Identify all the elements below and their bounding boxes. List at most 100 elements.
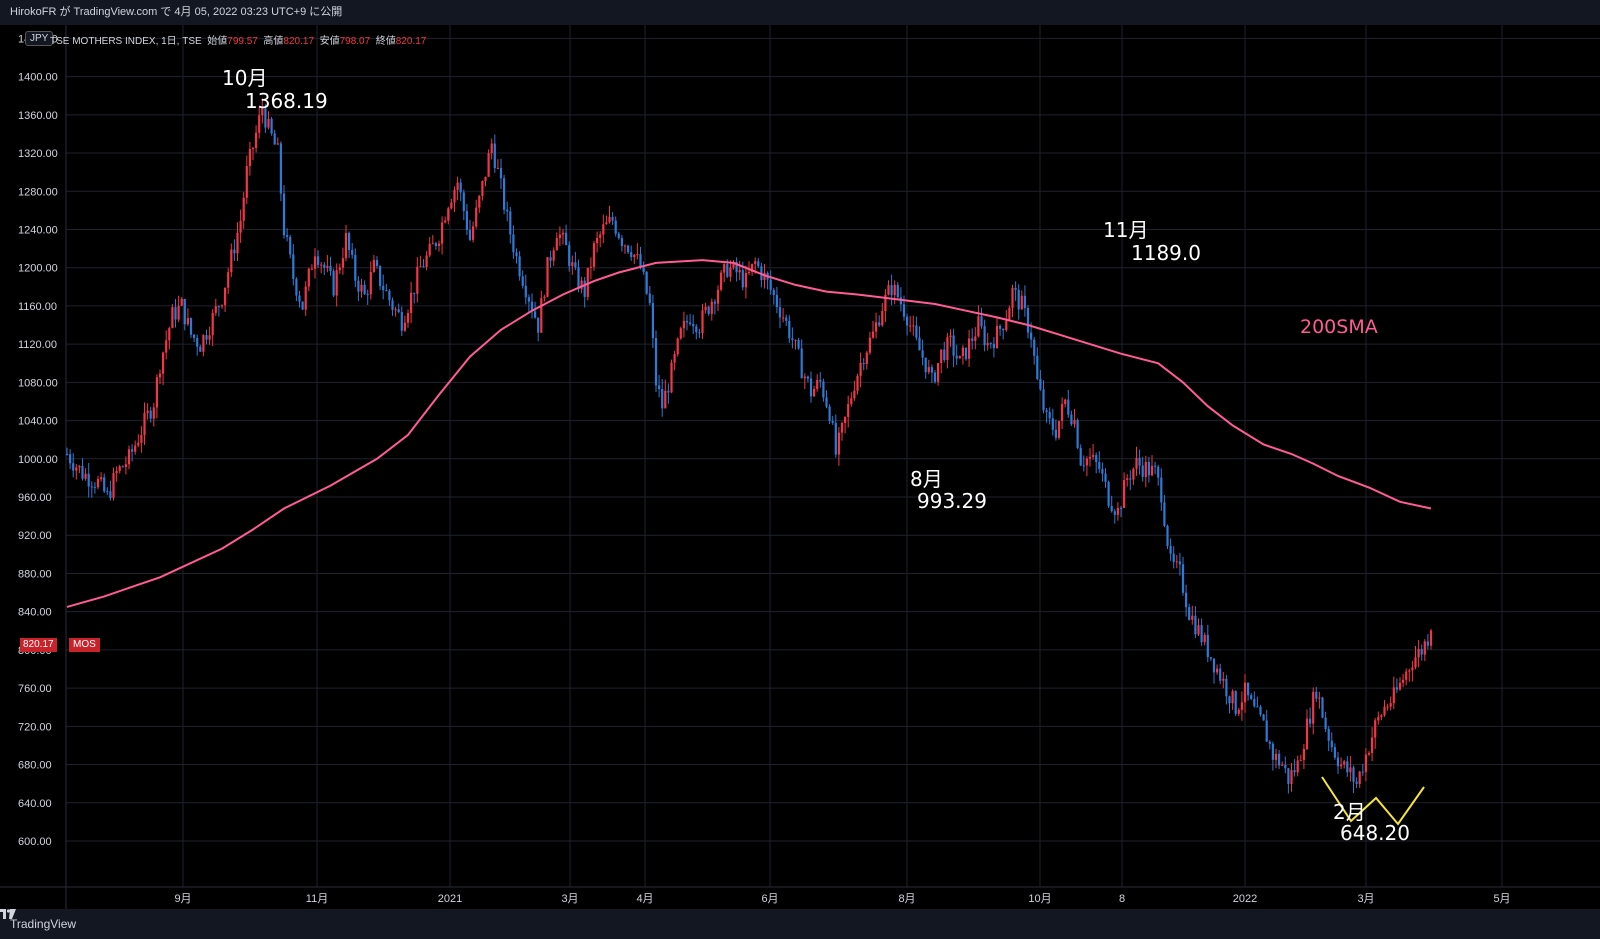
candle-body (444, 220, 447, 223)
candle-body (1181, 564, 1185, 593)
candle-body (137, 442, 140, 446)
candle-body (565, 232, 568, 246)
candle-body (239, 220, 242, 233)
candle-body (214, 306, 217, 313)
candle-body (837, 432, 840, 455)
candle-body (152, 407, 155, 419)
double-bottom-pattern (1321, 776, 1425, 826)
candle-body (667, 390, 670, 393)
candle-body (1429, 630, 1433, 646)
annotation-oct-month: 10月 (222, 66, 267, 90)
candle-body (276, 143, 279, 145)
candle-body (1163, 502, 1166, 526)
candle-body (406, 312, 410, 323)
candle-body (772, 289, 775, 295)
candle-body (918, 337, 921, 351)
candle-body (878, 322, 881, 326)
candle-body (828, 406, 831, 421)
candle-body (1380, 715, 1383, 717)
candle-body (999, 326, 1002, 329)
candle-body (751, 263, 754, 272)
candle-body (1150, 465, 1154, 476)
candle-body (1051, 418, 1054, 430)
candle-body (521, 276, 524, 286)
candle-body (118, 466, 121, 471)
candle-body (459, 182, 462, 193)
candle-body (1305, 718, 1309, 749)
candle-body (661, 389, 664, 409)
candle-body (317, 256, 320, 265)
candle-body (803, 376, 806, 379)
candle-body (974, 336, 977, 341)
candle-body (583, 280, 586, 297)
candle-body (379, 265, 382, 286)
candle-body (1225, 678, 1228, 697)
candle-body (844, 416, 847, 423)
candle-body (1222, 678, 1225, 681)
candle-body (425, 255, 428, 267)
candle-body (785, 317, 788, 321)
annotation-aug-month: 8月 (910, 467, 943, 491)
chart-area[interactable]: 600.00640.00680.00720.00760.00800.00840.… (0, 25, 1600, 909)
candle-body (465, 211, 468, 230)
candle-body (1312, 691, 1315, 724)
candle-body (1383, 706, 1386, 716)
candle-body (462, 192, 465, 212)
candle-body (320, 264, 323, 266)
candle-body (698, 332, 701, 334)
candle-body (614, 220, 617, 234)
candle-body (673, 354, 676, 363)
candle-body (794, 339, 797, 341)
candle-body (1336, 757, 1340, 767)
candle-body (1126, 478, 1129, 480)
price-chart-svg[interactable]: 600.00640.00680.00720.00760.00800.00840.… (0, 25, 1600, 909)
candle-body (344, 232, 348, 259)
candle-body (630, 252, 633, 258)
candle-body (1377, 716, 1380, 721)
candle-body (713, 301, 716, 304)
candle-body (211, 312, 214, 336)
candle-body (574, 262, 577, 268)
candle-body (416, 266, 419, 294)
x-tick-label: 10月 (1028, 893, 1051, 905)
candle-body (930, 367, 933, 373)
candle-body (1402, 679, 1405, 683)
x-tick-label: 11月 (306, 893, 328, 905)
candle-body (1333, 747, 1336, 758)
candle-body (391, 300, 394, 310)
candle-body (896, 284, 899, 298)
candle-body (596, 237, 599, 244)
candle-body (292, 254, 295, 279)
candle-body (1085, 458, 1088, 466)
candle-body (1216, 668, 1219, 673)
footer-brand: TradingView (10, 917, 77, 931)
candle-body (1309, 718, 1312, 724)
candle-body (1194, 615, 1197, 635)
currency-button[interactable]: JPY (25, 31, 54, 46)
candle-body (1262, 714, 1265, 721)
footer-bar: TradingView (0, 909, 1600, 939)
candle-body (351, 249, 354, 255)
candle-body (1268, 741, 1271, 744)
candle-body (524, 285, 527, 298)
candle-body (112, 473, 115, 498)
candle-body (1405, 671, 1408, 680)
candle-body (611, 217, 614, 221)
candle-body (96, 479, 100, 488)
candle-body (403, 322, 406, 331)
legend-low-value: 798.07 (339, 36, 371, 47)
annotation-sma-label: 200SMA (1300, 316, 1378, 338)
candle-body (208, 335, 211, 340)
candle-body (775, 294, 778, 308)
sma-200-line (66, 259, 1432, 608)
y-tick-label: 840.00 (18, 607, 52, 619)
candle-body (431, 243, 434, 245)
candle-body (286, 235, 289, 237)
candle-body (84, 473, 87, 479)
candle-body (627, 245, 630, 253)
candle-body (943, 349, 946, 361)
candle-body (245, 166, 248, 198)
candle-body (1247, 682, 1250, 696)
y-tick-label: 880.00 (18, 568, 52, 580)
candle-body (279, 143, 282, 194)
